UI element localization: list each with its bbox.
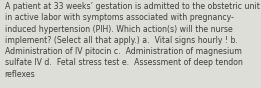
Text: A patient at 33 weeks’ gestation is admitted to the obstetric unit
in active lab: A patient at 33 weeks’ gestation is admi… xyxy=(5,2,260,79)
